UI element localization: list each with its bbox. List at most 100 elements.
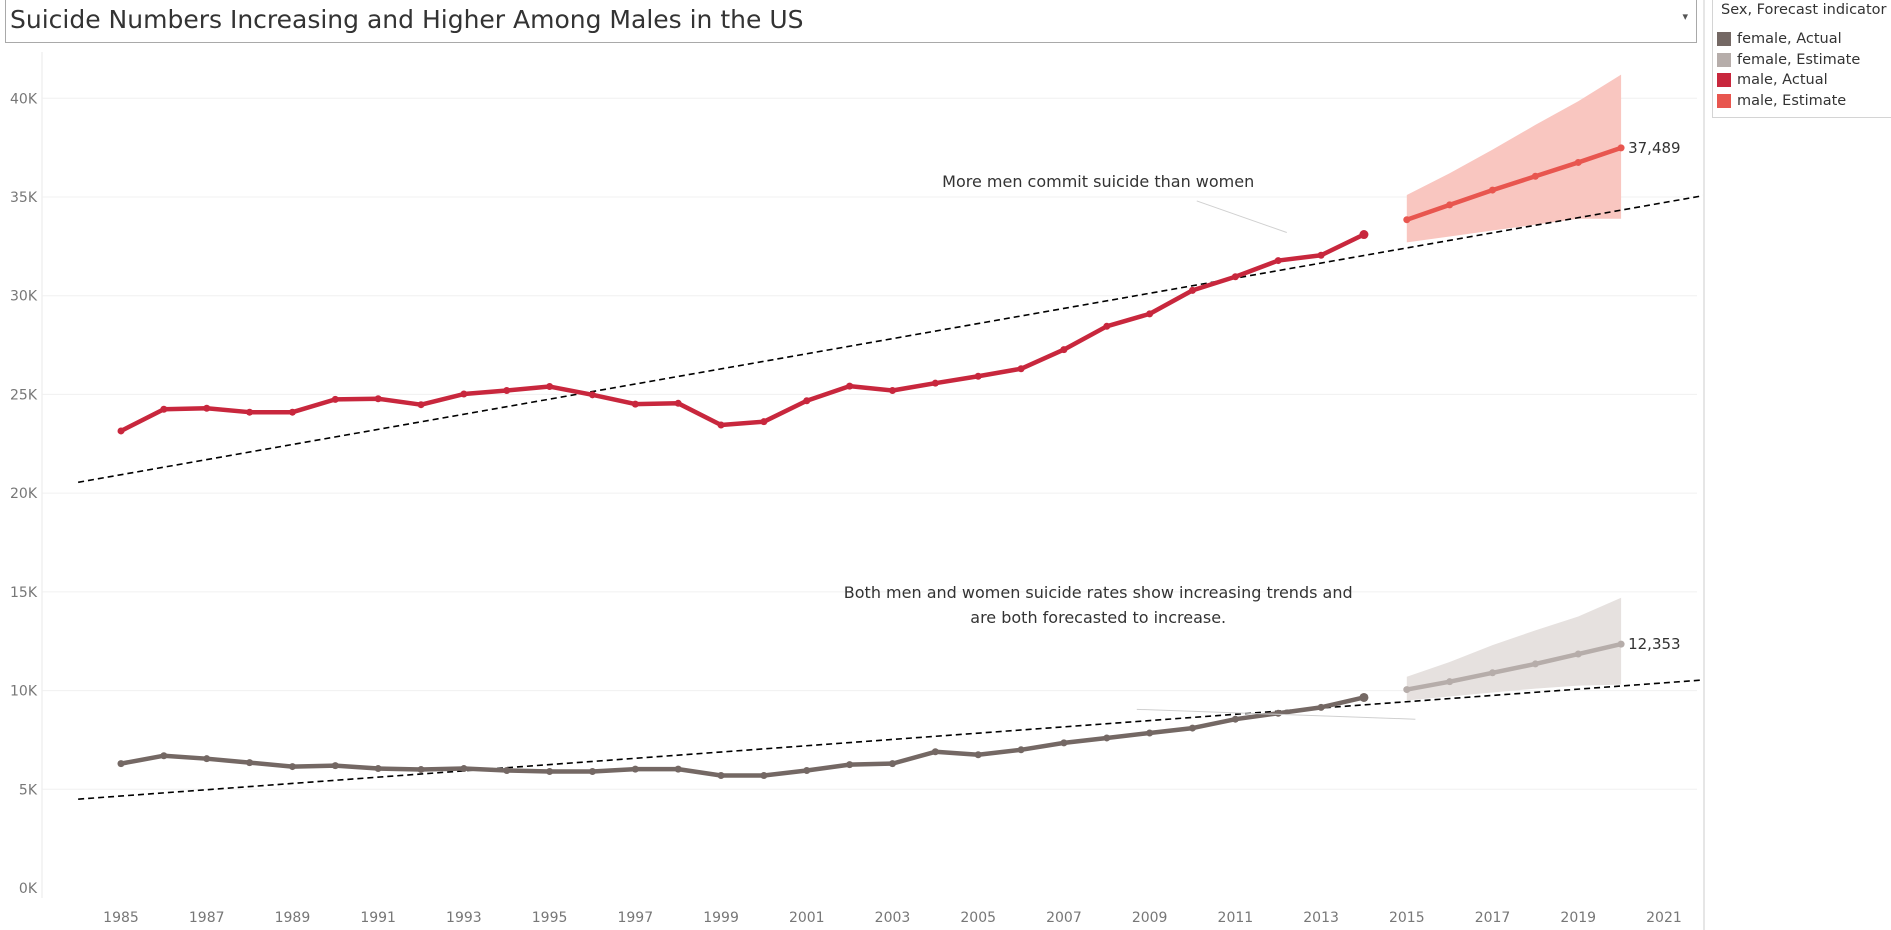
data-point: [760, 771, 768, 779]
x-tick-label: 2001: [789, 910, 825, 926]
data-point: [1189, 724, 1196, 732]
panel-divider: [1703, 0, 1705, 930]
data-point: [1017, 365, 1025, 373]
data-point: [974, 372, 982, 380]
data-point: [1531, 660, 1539, 668]
data-point: [246, 759, 254, 767]
data-point: [1317, 251, 1325, 259]
y-tick-label: 5K: [19, 782, 38, 798]
x-tick-label: 1985: [103, 910, 139, 926]
data-point: [246, 408, 254, 416]
data-point: [674, 765, 682, 773]
data-point: [846, 382, 854, 390]
annotation-text: Both men and women suicide rates show in…: [844, 583, 1353, 602]
legend-swatch: [1717, 94, 1731, 108]
data-point: [503, 386, 511, 394]
x-tick-label: 2011: [1218, 910, 1254, 926]
y-tick-label: 35K: [10, 190, 38, 206]
data-point: [417, 401, 425, 409]
legend-label: female, Actual: [1737, 31, 1842, 47]
y-tick-label: 40K: [10, 91, 38, 107]
x-tick-label: 2007: [1046, 910, 1082, 926]
data-point: [1617, 640, 1625, 648]
legend-label: female, Estimate: [1737, 52, 1861, 68]
trend-line: [78, 194, 1703, 484]
forecast-band: [1406, 597, 1622, 701]
legend: Sex, Forecast indicator female, Actual f…: [1712, 0, 1891, 118]
data-point: [888, 386, 896, 394]
data-point: [1231, 715, 1239, 723]
y-tick-label: 30K: [10, 289, 38, 305]
data-point: [203, 404, 211, 412]
x-tick-label: 2015: [1389, 910, 1425, 926]
data-point: [1489, 186, 1497, 194]
legend-item-male-estimate[interactable]: male, Estimate: [1717, 91, 1846, 111]
x-tick-label: 2021: [1646, 910, 1682, 926]
data-point: [717, 421, 725, 429]
line-chart: 0K 5K 10K 15K 20K 25K 30K 35K 40K 1985 1987 1989 199…: [10, 52, 1703, 926]
data-point: [1103, 322, 1111, 330]
data-point: [160, 752, 168, 760]
data-point: [1146, 310, 1154, 318]
data-point: [1146, 729, 1154, 737]
data-point: [588, 768, 596, 776]
data-point: [974, 751, 982, 759]
data-point: [588, 391, 596, 399]
x-tick-label: 2005: [960, 910, 996, 926]
data-point: [460, 765, 468, 773]
data-point: [760, 418, 768, 426]
data-point: [374, 765, 382, 773]
data-point: [1359, 230, 1369, 240]
data-point: [631, 400, 639, 408]
data-point: [546, 768, 554, 776]
data-point: [1403, 686, 1411, 694]
data-point: [1531, 172, 1539, 180]
data-point: [331, 395, 339, 403]
data-point: [1446, 678, 1454, 686]
data-point: [117, 427, 125, 435]
data-point: [331, 762, 339, 770]
legend-item-female-actual[interactable]: female, Actual: [1717, 29, 1842, 49]
data-point: [931, 379, 939, 387]
data-point: [288, 408, 296, 416]
legend-label: male, Actual: [1737, 72, 1828, 88]
data-point: [503, 767, 511, 775]
y-tick-label: 0K: [19, 881, 38, 897]
series-line: [118, 695, 1367, 778]
x-tick-label: 1993: [446, 910, 482, 926]
data-point: [846, 761, 854, 769]
y-tick-label: 25K: [10, 387, 38, 403]
data-point: [460, 390, 468, 398]
data-point: [417, 766, 425, 774]
data-point: [546, 383, 554, 391]
x-tick-label: 1997: [617, 910, 653, 926]
data-point: [631, 765, 639, 773]
annotation-pointer: [1196, 200, 1287, 234]
legend-swatch: [1717, 73, 1731, 87]
data-point: [1617, 144, 1625, 152]
title-dropdown-icon[interactable]: ▾: [1682, 10, 1688, 23]
data-point: [160, 405, 168, 413]
data-point: [1060, 739, 1068, 747]
data-point: [117, 760, 125, 768]
x-tick-label: 1991: [360, 910, 396, 926]
x-tick-label: 1995: [532, 910, 568, 926]
legend-swatch: [1717, 53, 1731, 67]
series-line: [1404, 641, 1624, 692]
x-tick-label: 2019: [1560, 910, 1596, 926]
legend-item-female-estimate[interactable]: female, Estimate: [1717, 50, 1860, 70]
x-tick-label: 2009: [1132, 910, 1168, 926]
data-point: [1574, 158, 1582, 166]
legend-item-male-actual[interactable]: male, Actual: [1717, 70, 1828, 90]
legend-title: Sex, Forecast indicator: [1721, 2, 1887, 18]
data-point: [1446, 201, 1454, 209]
x-tick-label: 2013: [1303, 910, 1339, 926]
chart-title: Suicide Numbers Increasing and Higher Am…: [10, 5, 804, 34]
trend-line: [78, 679, 1703, 800]
data-point: [1231, 273, 1239, 281]
data-label: 37,489: [1628, 139, 1681, 157]
data-point: [1017, 746, 1025, 754]
x-tick-label: 2017: [1475, 910, 1511, 926]
data-point: [888, 760, 896, 768]
data-label: 12,353: [1628, 635, 1681, 653]
